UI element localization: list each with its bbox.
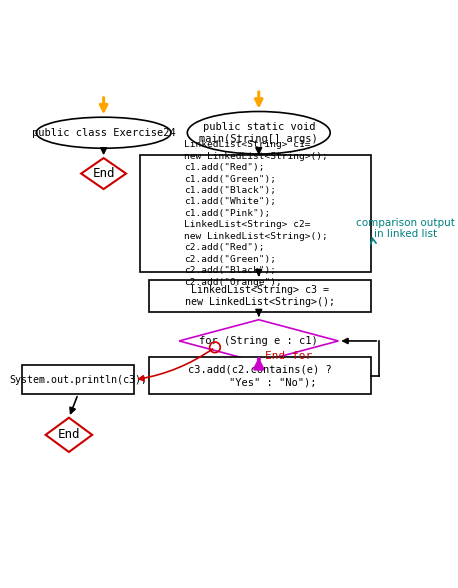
FancyBboxPatch shape (148, 280, 371, 312)
Polygon shape (179, 320, 338, 362)
FancyBboxPatch shape (140, 155, 371, 272)
Text: LinkedList<String> c3 =
new LinkedList<String>();: LinkedList<String> c3 = new LinkedList<S… (185, 285, 335, 308)
Text: End for: End for (265, 350, 312, 360)
Text: c3.add(c2.contains(e) ?
    "Yes" : "No");: c3.add(c2.contains(e) ? "Yes" : "No"); (188, 364, 332, 387)
FancyBboxPatch shape (148, 358, 371, 394)
Ellipse shape (36, 117, 171, 148)
Text: comparison output
in linked list: comparison output in linked list (356, 218, 455, 239)
Text: public static void
main(String[] args): public static void main(String[] args) (199, 122, 318, 143)
Polygon shape (81, 158, 126, 189)
FancyBboxPatch shape (22, 366, 134, 394)
Text: End: End (58, 428, 80, 442)
Text: System.out.println(c3);: System.out.println(c3); (9, 375, 147, 385)
Text: for (String e : c1): for (String e : c1) (199, 336, 318, 346)
Polygon shape (46, 417, 92, 452)
Text: End: End (93, 167, 115, 180)
Text: LinkedList<String> c1=
new LinkedList<String>();
c1.add("Red");
c1.add("Green");: LinkedList<String> c1= new LinkedList<St… (184, 140, 327, 286)
Ellipse shape (187, 112, 330, 154)
Text: public class Exercise24: public class Exercise24 (32, 128, 175, 138)
